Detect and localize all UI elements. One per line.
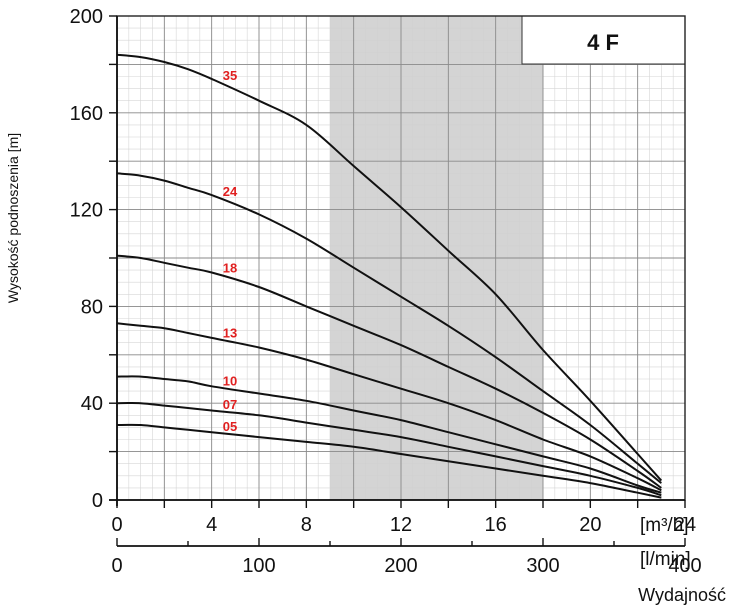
curve-05 [116,423,662,499]
y-axis-label: Wysokość podnoszenia [m] [5,133,21,303]
x-tick-label: 24 [674,514,696,536]
x-tick-label: 0 [111,514,122,536]
x-axis-unit: [m³/h] [640,515,689,536]
curve-label-24: 24 [223,184,238,199]
y-tick-labels: 0 40 80 120 160 200 [70,6,103,512]
x-tick-label: 8 [301,514,312,536]
curve-label-07: 07 [223,397,237,412]
x2-tick-label: 200 [384,555,417,577]
x-tick-label: 4 [206,514,217,536]
curve-24 [116,172,662,484]
x-tick-label: 20 [579,514,601,536]
y-tick-label: 80 [81,296,103,318]
curve-35 [116,53,663,482]
chart-axes [109,15,686,547]
y-tick-label: 120 [70,200,103,222]
x2-tick-label: 300 [526,555,559,577]
x2-tick-label: 0 [111,555,122,577]
curve-labels: 35 24 18 13 10 07 05 [223,68,238,434]
curve-label-13: 13 [223,325,237,340]
curve-label-05: 05 [223,419,237,434]
y-tick-label: 40 [81,393,103,415]
x2-tick-label: 400 [668,555,701,577]
x2-tick-labels: 0 100 200 300 400 [111,555,701,577]
x2-tick-label: 100 [242,555,275,577]
y-tick-label: 200 [70,6,103,28]
y-tick-label: 0 [92,490,103,512]
x-tick-label: 16 [485,514,507,536]
x2-axis-unit: [l/min] [640,549,691,570]
curve-label-35: 35 [223,68,237,83]
x-tick-labels: 0 4 8 12 16 20 24 [111,514,696,536]
curve-18 [116,254,662,489]
curve-07 [116,402,662,497]
curve-13 [116,322,662,492]
x-tick-label: 12 [390,514,412,536]
curve-10 [116,375,662,494]
curves [116,53,663,499]
y-tick-label: 160 [70,103,103,125]
model-label: 4 F [587,30,619,55]
curve-label-18: 18 [223,261,237,276]
x-axis-label: Wydajność [638,585,726,605]
curve-label-10: 10 [223,373,237,388]
